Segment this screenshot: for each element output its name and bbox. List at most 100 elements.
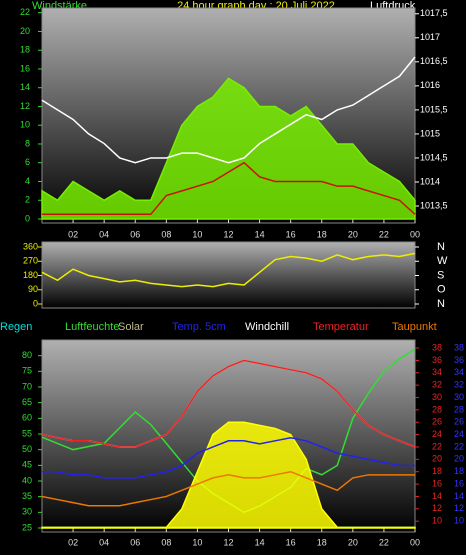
- series-line: [41, 56, 416, 164]
- y2-tick-label: 10: [432, 516, 442, 526]
- x-tick-label: 02: [68, 537, 78, 547]
- y2-tick-label: 18: [454, 466, 464, 476]
- x-tick-label: 08: [161, 229, 171, 239]
- y2-tick-label: 10: [454, 516, 464, 526]
- y2-tick-label: 14: [432, 491, 442, 501]
- y2-tick-label: N: [437, 241, 445, 253]
- y2-tick-label: 12: [432, 503, 442, 513]
- y-tick-label: 22: [20, 7, 30, 17]
- y-tick-label: 90: [28, 284, 38, 294]
- legend-entry: Taupunkt: [392, 321, 437, 333]
- legend-entry: Luftfeuchte: [65, 321, 119, 333]
- y2-tick-label: 34: [454, 367, 464, 377]
- series-line: [42, 161, 416, 216]
- y2-tick-label: 20: [432, 454, 442, 464]
- y2-tick-label: 32: [432, 380, 442, 390]
- x-tick-label: 18: [317, 229, 327, 239]
- x-tick-label: 18: [317, 537, 327, 547]
- y-axis-label: Windstärke: [32, 0, 87, 12]
- y2-tick-label: 24: [454, 429, 464, 439]
- y2-tick-label: 20: [454, 454, 464, 464]
- y-tick-label: 55: [22, 428, 32, 438]
- y2-tick-label: 1015: [420, 128, 440, 138]
- y2-tick-label: 1014,5: [420, 152, 448, 162]
- x-tick-label: 16: [286, 229, 296, 239]
- y-tick-label: 80: [22, 350, 32, 360]
- y-tick-label: 65: [22, 397, 32, 407]
- y-tick-label: 18: [20, 45, 30, 55]
- series-line: [41, 470, 415, 507]
- y2-tick-label: 26: [454, 417, 464, 427]
- y2-tick-label: 38: [432, 342, 442, 352]
- x-tick-label: 08: [161, 537, 171, 547]
- y2-tick-label: 22: [432, 441, 442, 451]
- x-tick-label: 04: [99, 229, 109, 239]
- y2-tick-label: 36: [454, 355, 464, 365]
- y-tick-label: 60: [22, 413, 32, 423]
- x-tick-label: 14: [255, 537, 265, 547]
- x-tick-label: 10: [192, 229, 202, 239]
- y-tick-label: 360: [23, 241, 38, 251]
- y-tick-label: 14: [20, 82, 30, 92]
- x-tick-label: 00: [410, 537, 420, 547]
- y2-tick-label: N: [437, 298, 445, 310]
- y-tick-label: 20: [20, 26, 30, 36]
- y2-tick-label: 1016,5: [420, 56, 448, 66]
- y2-tick-label: O: [437, 284, 446, 296]
- y-tick-label: 50: [22, 444, 32, 454]
- y-tick-label: 16: [20, 63, 30, 73]
- x-tick-label: 06: [130, 537, 140, 547]
- y2-tick-label: 12: [454, 503, 464, 513]
- y-tick-label: 270: [23, 256, 38, 266]
- y2-axis-label: Luftdruck: [370, 0, 416, 12]
- x-tick-label: 06: [130, 229, 140, 239]
- y2-tick-label: 28: [454, 404, 464, 414]
- y-tick-label: 180: [23, 270, 38, 280]
- y2-tick-label: 1017: [420, 32, 440, 42]
- x-tick-label: 04: [99, 537, 109, 547]
- y2-tick-label: 16: [454, 478, 464, 488]
- y2-tick-label: 38: [454, 342, 464, 352]
- y2-tick-label: 16: [432, 478, 442, 488]
- legend-entry: Regen: [0, 321, 32, 333]
- series-line: [41, 359, 416, 448]
- y2-tick-label: 22: [454, 441, 464, 451]
- y2-tick-label: 1013,5: [420, 200, 448, 210]
- y2-tick-label: 26: [432, 417, 442, 427]
- y-tick-label: 0: [33, 298, 38, 308]
- x-tick-label: 00: [410, 229, 420, 239]
- x-tick-label: 10: [192, 537, 202, 547]
- y2-tick-label: 36: [432, 355, 442, 365]
- x-tick-label: 12: [223, 537, 233, 547]
- chart-title: 24 hour graph day : 20 Juli 2022: [177, 0, 335, 12]
- y2-tick-label: S: [437, 269, 444, 281]
- y2-tick-label: W: [437, 255, 448, 267]
- y2-tick-label: 18: [432, 466, 442, 476]
- legend-entry: Solar: [118, 321, 144, 333]
- y-tick-label: 45: [22, 460, 32, 470]
- y-tick-label: 70: [22, 381, 32, 391]
- x-tick-label: 16: [286, 537, 296, 547]
- plot-area: [41, 241, 416, 309]
- x-tick-label: 20: [348, 537, 358, 547]
- legend-entry: Temperatur: [313, 321, 369, 333]
- x-tick-label: 14: [255, 229, 265, 239]
- legend-entry: Windchill: [245, 321, 289, 333]
- y2-tick-label: 1017,5: [420, 8, 448, 18]
- x-tick-label: 12: [223, 229, 233, 239]
- x-tick-label: 22: [379, 229, 389, 239]
- series-line: [41, 252, 416, 288]
- legend-entry: Temp. 5cm: [172, 321, 226, 333]
- y2-tick-label: 24: [432, 429, 442, 439]
- y-tick-label: 4: [25, 176, 30, 186]
- y-tick-label: 30: [22, 507, 32, 517]
- y2-tick-label: 1015,5: [420, 104, 448, 114]
- y2-tick-label: 28: [432, 404, 442, 414]
- y-tick-label: 25: [22, 522, 32, 532]
- y2-tick-label: 1014: [420, 176, 440, 186]
- x-tick-label: 22: [379, 537, 389, 547]
- y-tick-label: 75: [22, 366, 32, 376]
- y2-tick-label: 1016: [420, 80, 440, 90]
- y-tick-label: 10: [20, 120, 30, 130]
